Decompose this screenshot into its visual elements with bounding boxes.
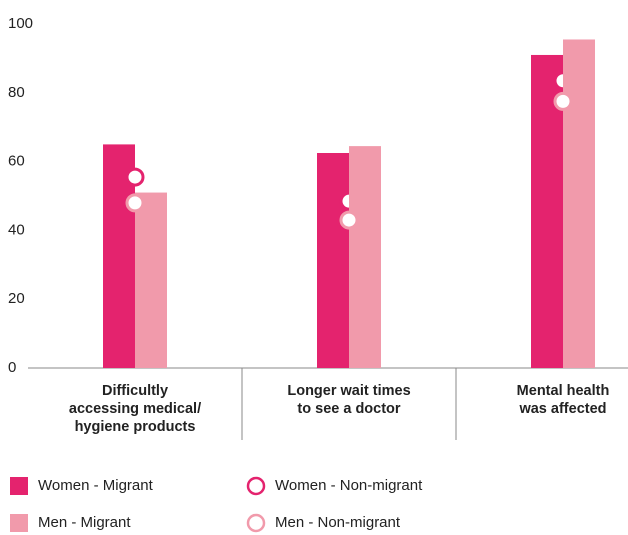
x-tick-label: was affected [518, 401, 606, 417]
x-tick-label: Difficultly [102, 383, 168, 399]
bar [317, 153, 349, 368]
x-tick-label: Mental health [517, 383, 610, 399]
x-tick-label: Longer wait times [287, 383, 410, 399]
legend-label: Women - Migrant [38, 477, 154, 494]
marker [125, 193, 145, 213]
legend-label: Men - Migrant [38, 514, 131, 531]
marker [339, 210, 359, 230]
x-tick-label: to see a doctor [297, 401, 400, 417]
y-tick-label: 80 [8, 84, 25, 101]
bar [135, 192, 167, 368]
legend-label: Men - Non-migrant [275, 514, 401, 531]
legend-swatch [246, 513, 266, 533]
y-tick-label: 40 [8, 221, 25, 238]
bar [563, 39, 595, 368]
x-tick-label: hygiene products [75, 419, 196, 435]
y-tick-label: 0 [8, 359, 16, 376]
marker [553, 91, 573, 111]
y-tick-label: 20 [8, 290, 25, 307]
legend-swatch [246, 476, 266, 496]
legend-swatch [10, 514, 28, 532]
legend-swatch [10, 477, 28, 495]
marker [125, 167, 145, 187]
bar [349, 146, 381, 368]
legend-label: Women - Non-migrant [275, 477, 423, 494]
x-tick-label: accessing medical/ [69, 401, 201, 417]
y-tick-label: 100 [8, 15, 33, 32]
y-tick-label: 60 [8, 153, 25, 170]
